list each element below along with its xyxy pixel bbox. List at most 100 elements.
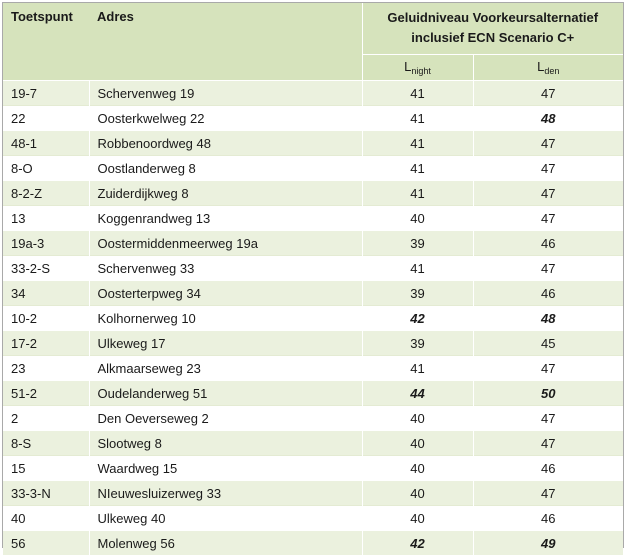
lnight-cell: 40 <box>362 506 473 531</box>
lden-cell: 46 <box>473 281 623 306</box>
lnight-cell: 41 <box>362 156 473 181</box>
toetspunt-cell: 22 <box>3 106 89 131</box>
lden-cell: 47 <box>473 406 623 431</box>
toetspunt-cell: 8-2-Z <box>3 181 89 206</box>
toetspunt-cell: 8-O <box>3 156 89 181</box>
lnight-cell: 40 <box>362 481 473 506</box>
lnight-cell: 41 <box>362 256 473 281</box>
lden-cell: 47 <box>473 156 623 181</box>
adres-cell: Alkmaarseweg 23 <box>89 356 362 381</box>
lden-cell: 47 <box>473 256 623 281</box>
lden-cell: 46 <box>473 456 623 481</box>
lnight-cell: 40 <box>362 406 473 431</box>
lnight-cell: 42 <box>362 531 473 555</box>
adres-cell: Kolhornerweg 10 <box>89 306 362 331</box>
lnight-cell: 39 <box>362 231 473 256</box>
header-lden: Lden <box>473 55 623 81</box>
toetspunt-cell: 56 <box>3 531 89 555</box>
toetspunt-cell: 13 <box>3 206 89 231</box>
toetspunt-cell: 17-2 <box>3 331 89 356</box>
adres-cell: Oosterkwelweg 22 <box>89 106 362 131</box>
table-header: Toetspunt Adres Geluidniveau Voorkeursal… <box>3 3 623 81</box>
toetspunt-cell: 2 <box>3 406 89 431</box>
lden-cell: 47 <box>473 356 623 381</box>
lden-cell: 47 <box>473 181 623 206</box>
lnight-cell: 40 <box>362 431 473 456</box>
lden-cell: 47 <box>473 431 623 456</box>
toetspunt-cell: 48-1 <box>3 131 89 156</box>
lden-cell: 47 <box>473 206 623 231</box>
toetspunt-cell: 23 <box>3 356 89 381</box>
adres-cell: Ulkeweg 17 <box>89 331 362 356</box>
toetspunt-cell: 15 <box>3 456 89 481</box>
toetspunt-cell: 8-S <box>3 431 89 456</box>
adres-cell: Oudelanderweg 51 <box>89 381 362 406</box>
lnight-cell: 42 <box>362 306 473 331</box>
toetspunt-cell: 34 <box>3 281 89 306</box>
lnight-cell: 41 <box>362 131 473 156</box>
header-geluidniveau-group: Geluidniveau Voorkeursalternatief inclus… <box>362 3 623 55</box>
adres-cell: Robbenoordweg 48 <box>89 131 362 156</box>
lnight-cell: 39 <box>362 331 473 356</box>
toetspunt-cell: 10-2 <box>3 306 89 331</box>
toetspunt-cell: 40 <box>3 506 89 531</box>
header-group-line1: Geluidniveau Voorkeursalternatief <box>363 8 624 28</box>
lnight-cell: 39 <box>362 281 473 306</box>
lnight-cell: 41 <box>362 181 473 206</box>
lden-cell: 47 <box>473 481 623 506</box>
lnight-cell: 40 <box>362 456 473 481</box>
header-group-line2: inclusief ECN Scenario C+ <box>363 28 624 48</box>
lden-cell: 47 <box>473 81 623 106</box>
lden-cell: 50 <box>473 381 623 406</box>
adres-cell: Den Oeverseweg 2 <box>89 406 362 431</box>
toetspunt-cell: 33-2-S <box>3 256 89 281</box>
lden-cell: 46 <box>473 506 623 531</box>
lden-cell: 46 <box>473 231 623 256</box>
adres-cell: Molenweg 56 <box>89 531 362 555</box>
lnight-cell: 40 <box>362 206 473 231</box>
lnight-cell: 41 <box>362 106 473 131</box>
lnight-cell: 44 <box>362 381 473 406</box>
adres-cell: NIeuwesluizerweg 33 <box>89 481 362 506</box>
toetspunt-cell: 33-3-N <box>3 481 89 506</box>
adres-cell: Koggenrandweg 13 <box>89 206 362 231</box>
noise-table-container: Toetspunt Adres Geluidniveau Voorkeursal… <box>2 2 624 548</box>
lnight-cell: 41 <box>362 81 473 106</box>
adres-cell: Ulkeweg 40 <box>89 506 362 531</box>
adres-cell: Oostermiddenmeerweg 19a <box>89 231 362 256</box>
adres-cell: Schervenweg 33 <box>89 256 362 281</box>
header-toetspunt: Toetspunt <box>3 3 89 81</box>
toetspunt-cell: 19-7 <box>3 81 89 106</box>
adres-cell: Oostlanderweg 8 <box>89 156 362 181</box>
adres-cell: Waardweg 15 <box>89 456 362 481</box>
header-adres: Adres <box>89 3 362 81</box>
header-lnight: Lnight <box>362 55 473 81</box>
noise-level-table: Toetspunt Adres Geluidniveau Voorkeursal… <box>3 3 623 555</box>
lden-cell: 48 <box>473 306 623 331</box>
adres-cell: Schervenweg 19 <box>89 81 362 106</box>
adres-cell: Slootweg 8 <box>89 431 362 456</box>
lden-cell: 48 <box>473 106 623 131</box>
adres-cell: Oosterterpweg 34 <box>89 281 362 306</box>
adres-cell: Zuiderdijkweg 8 <box>89 181 362 206</box>
lden-cell: 49 <box>473 531 623 555</box>
lden-cell: 47 <box>473 131 623 156</box>
